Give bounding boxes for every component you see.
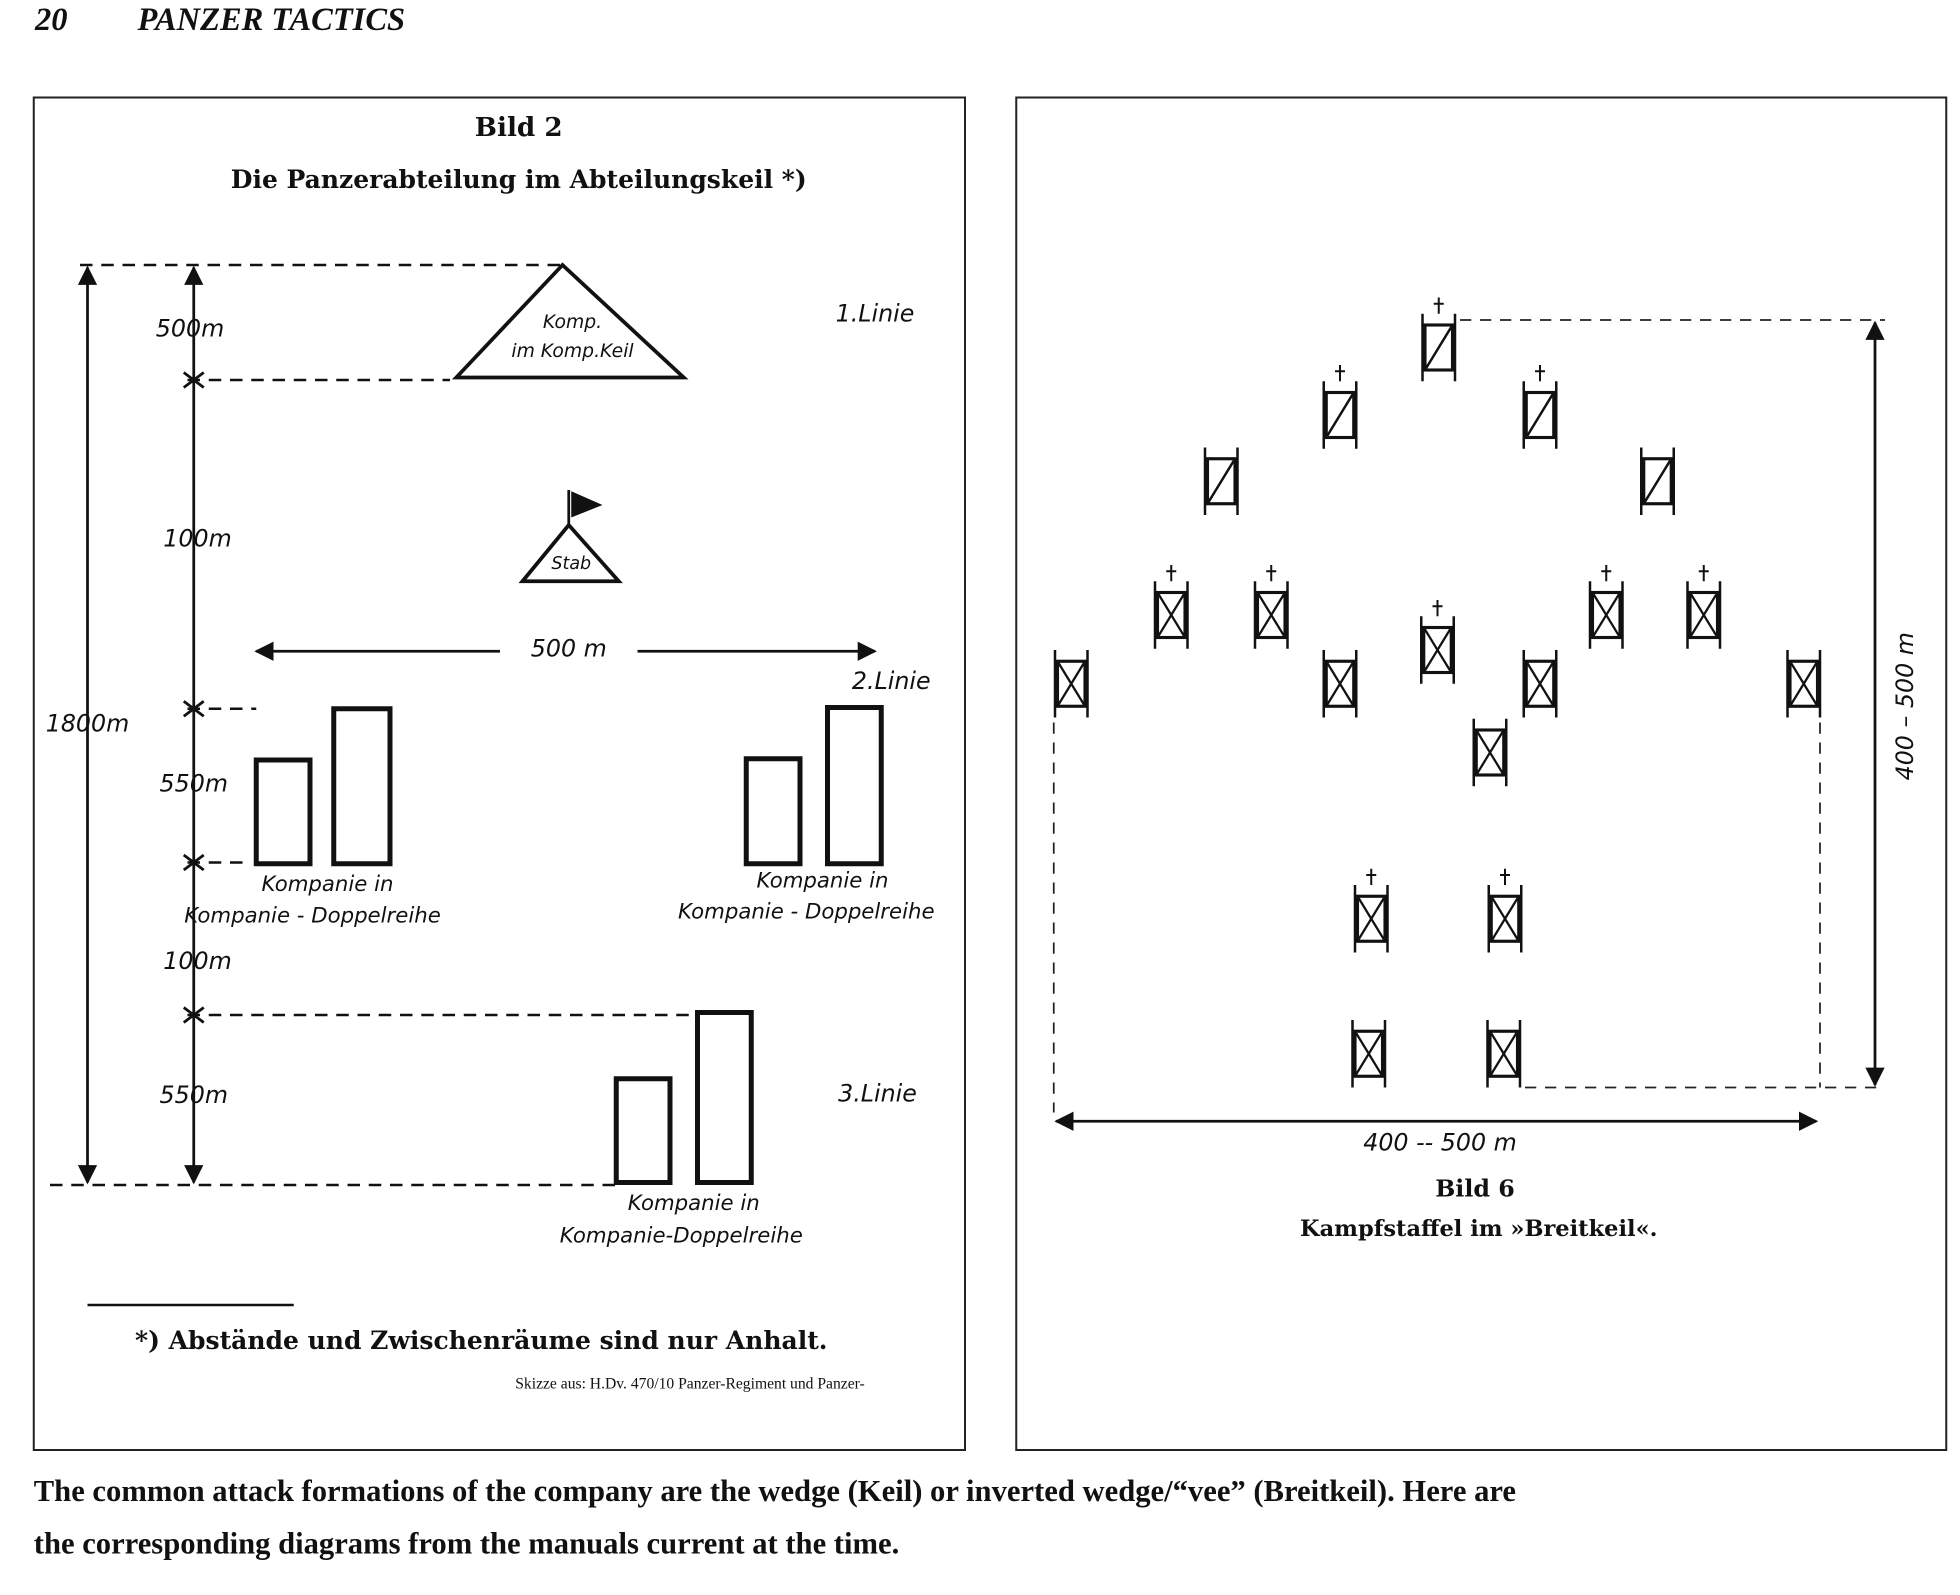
dimension-label: 100m [163, 947, 231, 975]
diagram-shape [182, 371, 205, 1024]
figure-title: Bild 2 [475, 112, 563, 143]
diagram-shape [571, 491, 603, 518]
unit-label: Kompanie - Doppelreihe [678, 900, 935, 925]
tank-symbol [1487, 883, 1523, 955]
tank-symbol [1153, 579, 1190, 651]
tank-symbol [1522, 379, 1558, 451]
unit-label: Kompanie - Doppelreihe [184, 903, 441, 928]
tank-symbol [1588, 579, 1625, 651]
page-number: 20 [34, 2, 68, 38]
diagram-labels: 500m Komp. im Komp.Keil 1.Linie 100m Sta… [46, 300, 935, 1249]
running-title: PANZER TACTICS [137, 2, 406, 38]
tank-symbol [1432, 296, 1445, 315]
frame [1015, 96, 1948, 1451]
tank-symbol [1431, 599, 1444, 618]
dimension-label: 550m [160, 770, 228, 798]
diagram-shape [518, 522, 623, 584]
caption: The common attack formations of the comp… [34, 1474, 1516, 1561]
tank-symbol [1253, 579, 1290, 651]
figure-left: Bild 2 Die Panzerabteilung im Abteilungs… [32, 96, 966, 1451]
depth-label: 400 – 500 m [1891, 632, 1919, 780]
footnote: *) Abstände und Zwischenräume sind nur A… [135, 1326, 827, 1355]
line-label: 2.Linie [852, 667, 931, 695]
tank-symbol [1203, 445, 1240, 517]
tank-symbol [1350, 1018, 1387, 1090]
tank-symbol [1420, 312, 1457, 383]
tank-symbol [1472, 717, 1508, 788]
figure-right: 400 – 500 m 400 -- 500 m Bild 6 Kampfsta… [1015, 96, 1948, 1451]
diagram-shape [253, 757, 313, 867]
tank-symbol [1419, 614, 1456, 686]
tank-symbol [1522, 648, 1558, 720]
line-label: 3.Linie [838, 1080, 917, 1108]
caption-line: the corresponding diagrams from the manu… [34, 1526, 900, 1560]
unit-label: Kompanie in [628, 1191, 760, 1216]
tank-symbol [1600, 564, 1613, 583]
figure-subtitle: Die Panzerabteilung im Abteilungskeil *) [231, 165, 807, 194]
tank-symbol [1165, 564, 1178, 583]
dimension-label: 500m [156, 315, 224, 343]
tank-symbol [1499, 867, 1511, 886]
dimension-label: 550m [160, 1081, 228, 1109]
formation-label: im Komp.Keil [511, 341, 634, 362]
diagram-lines [1052, 319, 1885, 1131]
tank-symbol [1685, 579, 1722, 651]
diagram-lines [50, 262, 884, 1307]
tank-symbol [1322, 648, 1358, 720]
page-header: 20 PANZER TACTICS [34, 2, 405, 38]
caption-line: The common attack formations of the comp… [34, 1474, 1516, 1508]
tank-symbols [1053, 296, 1822, 1090]
diagram-shape [613, 1076, 673, 1185]
unit-label: Kompanie in [757, 868, 889, 893]
diagram-shape [825, 705, 884, 867]
dimension-label: 500 m [531, 635, 607, 663]
tank-symbol [1365, 867, 1378, 886]
tank-symbol [1639, 445, 1676, 517]
tank-symbol [1334, 364, 1346, 383]
diagram-shape [331, 706, 393, 867]
tank-symbol [1534, 364, 1546, 383]
figure-subtitle: Kampfstaffel im »Breitkeil«. [1300, 1216, 1657, 1242]
unit-label: Kompanie in [262, 872, 394, 897]
unit-label: Kompanie-Doppelreihe [560, 1223, 803, 1248]
source-note: Skizze aus: H.Dv. 470/10 Panzer-Regiment… [515, 1376, 864, 1393]
width-label: 400 -- 500 m [1363, 1128, 1517, 1156]
tank-symbol [1322, 379, 1358, 451]
frame [32, 96, 966, 1451]
diagram-shape [695, 1010, 754, 1185]
figure-title: Bild 6 [1435, 1175, 1515, 1203]
dimension-label: 1800m [46, 710, 130, 738]
tank-symbol [1485, 1018, 1522, 1090]
tank-symbol [1265, 564, 1278, 583]
line-label: 1.Linie [836, 300, 915, 328]
dimension-label: 100m [163, 525, 231, 553]
tank-symbol [1785, 648, 1822, 720]
tank-symbol [1697, 564, 1710, 583]
formation-label: Komp. [543, 312, 602, 333]
diagram-shape [451, 262, 689, 380]
staff-label: Stab [551, 554, 591, 574]
tank-symbol [1353, 883, 1390, 955]
tank-symbol [1053, 648, 1090, 720]
diagram-shape [743, 756, 803, 867]
